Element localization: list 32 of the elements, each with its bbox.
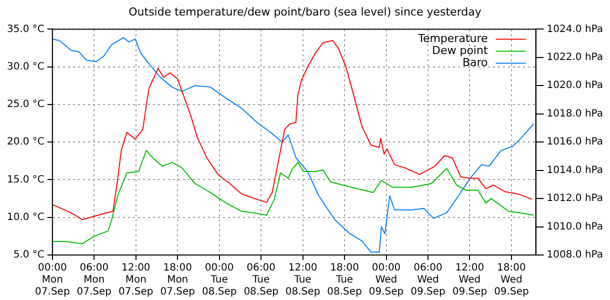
x-tick-label: 18:00 Tue 08.Sep: [327, 262, 362, 298]
y2-tick-label: 1012.0 hPa: [546, 193, 604, 204]
x-tick-label: 12:00 Wed 09.Sep: [452, 262, 488, 298]
x-tick-label: 06:00 Wed 09.Sep: [410, 262, 446, 298]
y2-tick-label: 1014.0 hPa: [546, 164, 604, 176]
y2-tick-label: 1024.0 hPa: [546, 24, 604, 35]
x-tick-label: 00:00 Mon 07.Sep: [35, 262, 70, 298]
x-tick-label: 00:00 Wed 09.Sep: [368, 262, 404, 298]
y-tick-label: 30.0 °C: [6, 61, 44, 72]
y-tick-label: 10.0 °C: [6, 212, 44, 223]
y-tick-label: 5.0 °C: [13, 250, 44, 261]
y-tick-label: 25.0 °C: [6, 99, 44, 110]
y2-tick-label: 1022.0 hPa: [546, 52, 604, 64]
x-tick-label: 00:00 Tue 08.Sep: [202, 262, 237, 298]
x-tick-label: 18:00 Wed 09.Sep: [494, 262, 529, 298]
x-tick-label: 06:00 Mon 07.Sep: [76, 262, 112, 298]
chart-title: Outside temperature/dew point/baro (sea level) since yesterday: [128, 5, 482, 18]
y2-tick-label: 1020.0 hPa: [546, 80, 604, 92]
x-tick-label: 06:00 Tue 08.Sep: [244, 262, 278, 298]
y-tick-label: 15.0 °C: [6, 174, 44, 186]
y-tick-label: 20.0 °C: [6, 136, 44, 148]
y2-tick-label: 1018.0 hPa: [546, 108, 604, 120]
legend-label: Temperature: [417, 32, 488, 46]
x-tick-label: 12:00 Tue 08.Sep: [285, 262, 320, 298]
y2-tick-label: 1008.0 hPa: [546, 250, 604, 261]
y2-tick-label: 1016.0 hPa: [546, 136, 604, 148]
legend-label: Dew point: [432, 44, 488, 58]
y-tick-label: 35.0 °C: [6, 24, 44, 35]
x-tick-label: 18:00 Mon 07.Sep: [160, 262, 195, 298]
y2-tick-label: 1010.0 hPa: [546, 221, 604, 232]
legend-label: Baro: [462, 56, 488, 70]
x-tick-label: 12:00 Mon 07.Sep: [118, 262, 154, 298]
